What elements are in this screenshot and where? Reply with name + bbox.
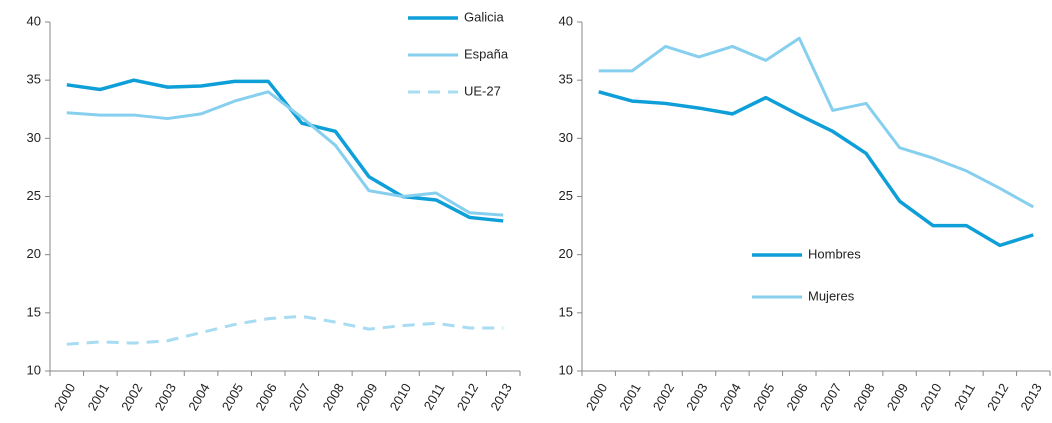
x-tick-label: 2002 [118,381,145,414]
y-tick-label: 40 [27,13,41,28]
x-tick-label: 2005 [219,381,246,414]
y-tick-label: 30 [559,130,573,145]
y-tick-label: 35 [559,72,573,87]
legend-label: España [464,46,509,61]
x-tick-label: 2009 [353,381,380,414]
x-tick-label: 2004 [185,381,212,414]
legend-label: Galicia [464,9,505,24]
x-tick-label: 2007 [817,381,844,414]
x-tick-label: 2000 [583,381,610,414]
series-line [66,314,504,346]
x-tick-label: 2006 [252,381,279,414]
x-tick-label: 2012 [984,381,1011,414]
x-tick-label: 2001 [616,381,643,414]
y-tick-label: 20 [559,246,573,261]
series-line [598,90,1034,248]
x-tick-label: 2010 [917,381,944,414]
x-tick-label: 2000 [51,381,78,414]
x-tick-label: 2004 [717,381,744,414]
x-tick-label: 2012 [454,381,481,414]
legend-label: Hombres [808,246,861,261]
y-tick-label: 40 [559,13,573,28]
x-tick-label: 2008 [319,381,346,414]
y-tick-label: 15 [559,304,573,319]
x-tick-label: 2013 [487,381,514,414]
x-tick-label: 2002 [650,381,677,414]
x-tick-label: 2010 [387,381,414,414]
x-tick-label: 2007 [286,381,313,414]
y-tick-label: 30 [27,130,41,145]
x-tick-label: 2011 [421,381,448,413]
y-tick-label: 20 [27,246,41,261]
series-line [598,36,1035,209]
x-tick-label: 2001 [84,381,111,414]
x-tick-label: 2003 [152,381,179,414]
x-tick-label: 2006 [783,381,810,414]
x-tick-label: 2005 [750,381,777,414]
x-tick-label: 2009 [884,381,911,414]
series-line [66,78,504,223]
series-line [66,90,504,217]
legend-label: Mujeres [808,288,855,303]
y-tick-label: 10 [27,362,41,377]
y-tick-label: 35 [27,72,41,87]
x-tick-label: 2013 [1017,381,1044,414]
y-tick-label: 15 [27,304,41,319]
x-tick-label: 2008 [850,381,877,414]
y-tick-label: 25 [27,188,41,203]
y-tick-label: 10 [559,362,573,377]
y-tick-label: 25 [559,188,573,203]
x-tick-label: 2011 [951,381,978,413]
legend-label: UE-27 [464,83,501,98]
x-tick-label: 2003 [683,381,710,414]
